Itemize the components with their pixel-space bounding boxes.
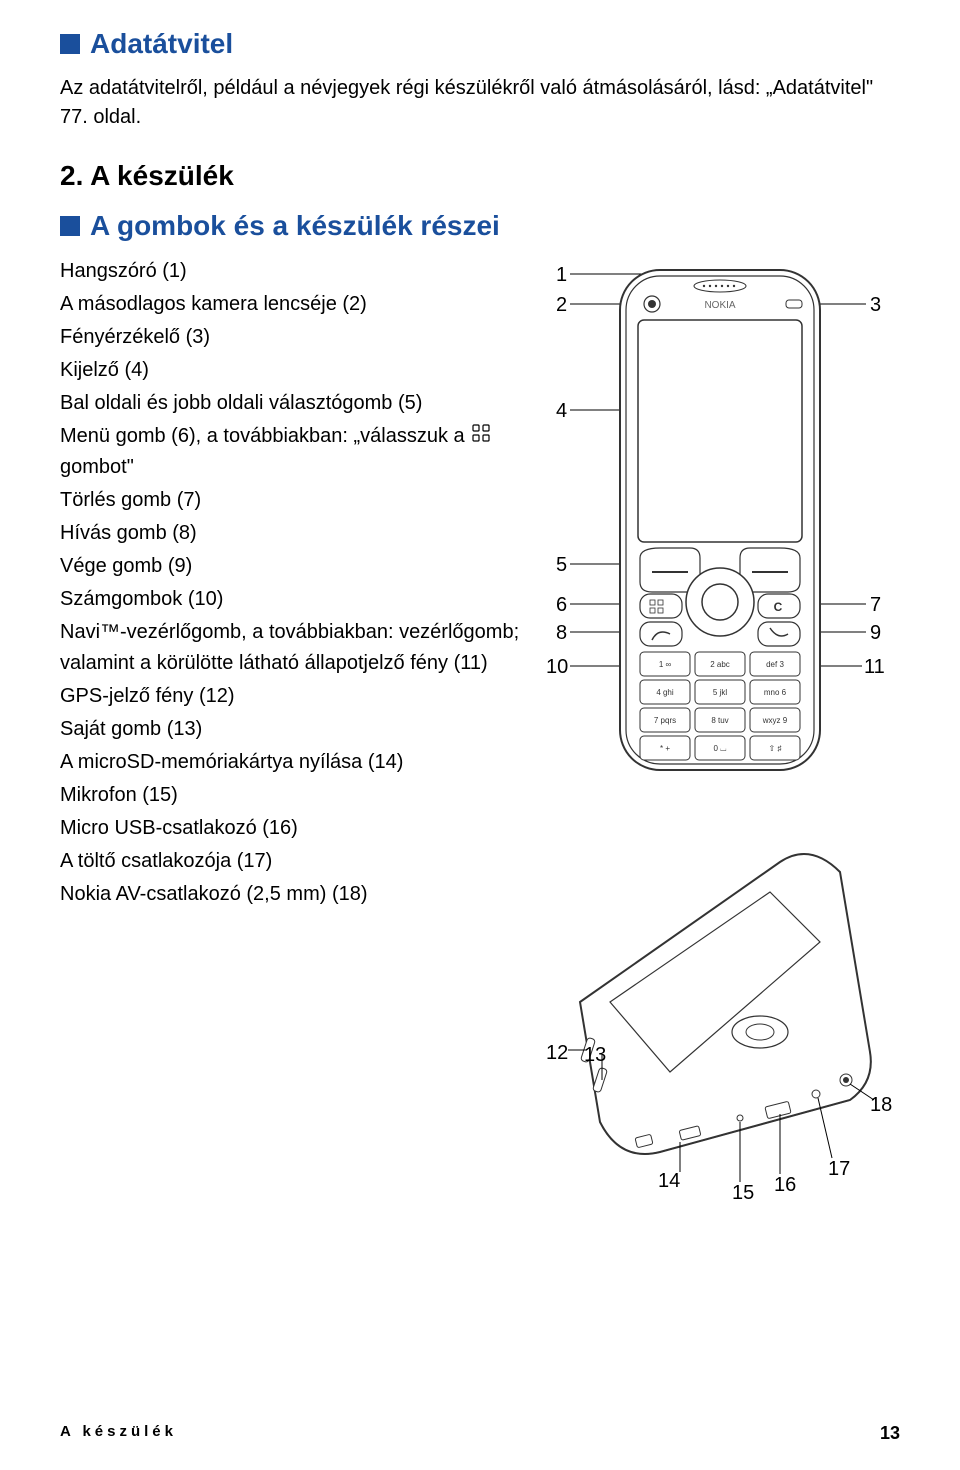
svg-text:C: C (774, 600, 783, 614)
footer-section-title: A készülék (60, 1423, 177, 1444)
list-item: A microSD-memóriakártya nyílása (14) (60, 747, 524, 778)
callout-5: 5 (556, 554, 567, 577)
callout-1: 1 (556, 264, 567, 287)
list-item: GPS-jelző fény (12) (60, 681, 524, 712)
svg-text:8 tuv: 8 tuv (711, 716, 728, 725)
footer-page-number: 13 (880, 1423, 900, 1444)
menu-key-icon (472, 421, 490, 452)
callout-18: 18 (870, 1094, 892, 1117)
list-item: A másodlagos kamera lencséje (2) (60, 289, 524, 320)
callout-2: 2 (556, 294, 567, 317)
parts-list: Hangszóró (1) A másodlagos kamera lencsé… (60, 256, 524, 910)
list-item: Nokia AV-csatlakozó (2,5 mm) (18) (60, 879, 524, 910)
svg-text:0 ⌴: 0 ⌴ (713, 744, 726, 753)
svg-text:2 abc: 2 abc (710, 660, 730, 669)
phone-bottom-svg (540, 822, 900, 1202)
svg-text:4 ghi: 4 ghi (656, 688, 674, 697)
callout-3: 3 (870, 294, 881, 317)
list-item: Fényérzékelő (3) (60, 322, 524, 353)
svg-text:5 jkl: 5 jkl (713, 688, 727, 697)
list-item-text: Menü gomb (6), a továbbiakban: „válasszu… (60, 425, 470, 447)
list-item: Számgombok (10) (60, 584, 524, 615)
bullet-square-icon (60, 34, 80, 54)
section-adatatvitel-heading: Adatátvitel (60, 28, 900, 60)
callout-8: 8 (556, 622, 567, 645)
svg-text:mno 6: mno 6 (764, 688, 787, 697)
list-item: Törlés gomb (7) (60, 485, 524, 516)
svg-text:wxyz 9: wxyz 9 (762, 716, 788, 725)
bullet-square-icon (60, 216, 80, 236)
callout-4: 4 (556, 400, 567, 423)
list-item: Micro USB-csatlakozó (16) (60, 813, 524, 844)
callout-14: 14 (658, 1170, 680, 1193)
callout-12: 12 (546, 1042, 568, 1065)
callout-15: 15 (732, 1182, 754, 1205)
callout-9: 9 (870, 622, 881, 645)
chapter-title: 2. A készülék (60, 160, 900, 192)
callout-7: 7 (870, 594, 881, 617)
svg-text:1 ∞: 1 ∞ (659, 660, 672, 669)
section1-body: Az adatátvitelről, például a névjegyek r… (60, 74, 900, 132)
svg-text:* +: * + (660, 744, 670, 753)
callout-10: 10 (546, 656, 568, 679)
list-item: Bal oldali és jobb oldali választógomb (… (60, 388, 524, 419)
svg-text:def 3: def 3 (766, 660, 784, 669)
list-item: Navi™-vezérlőgomb, a továbbiakban: vezér… (60, 617, 524, 679)
callout-17: 17 (828, 1158, 850, 1181)
section-parts-heading: A gombok és a készülék részei (60, 210, 900, 242)
list-item: Saját gomb (13) (60, 714, 524, 745)
svg-text:⇧ ♯: ⇧ ♯ (769, 744, 782, 753)
list-item: A töltő csatlakozója (17) (60, 846, 524, 877)
svg-text:7 pqrs: 7 pqrs (654, 716, 676, 725)
page-footer: A készülék 13 (60, 1423, 900, 1444)
phone-diagram: NOKIA (540, 262, 900, 1202)
heading-parts: A gombok és a készülék részei (90, 210, 500, 242)
list-item: Hangszóró (1) (60, 256, 524, 287)
list-item: Mikrofon (15) (60, 780, 524, 811)
list-item: Hívás gomb (8) (60, 518, 524, 549)
list-item-text: gombot" (60, 456, 134, 478)
callout-13: 13 (584, 1044, 606, 1067)
heading-adatatvitel: Adatátvitel (90, 28, 233, 60)
nokia-label: NOKIA (704, 300, 735, 311)
callout-6: 6 (556, 594, 567, 617)
list-item: Kijelző (4) (60, 355, 524, 386)
list-item: Menü gomb (6), a továbbiakban: „válasszu… (60, 421, 524, 483)
phone-front-svg: NOKIA (540, 262, 900, 782)
list-item: Vége gomb (9) (60, 551, 524, 582)
callout-11: 11 (864, 656, 885, 679)
callout-16: 16 (774, 1174, 796, 1197)
